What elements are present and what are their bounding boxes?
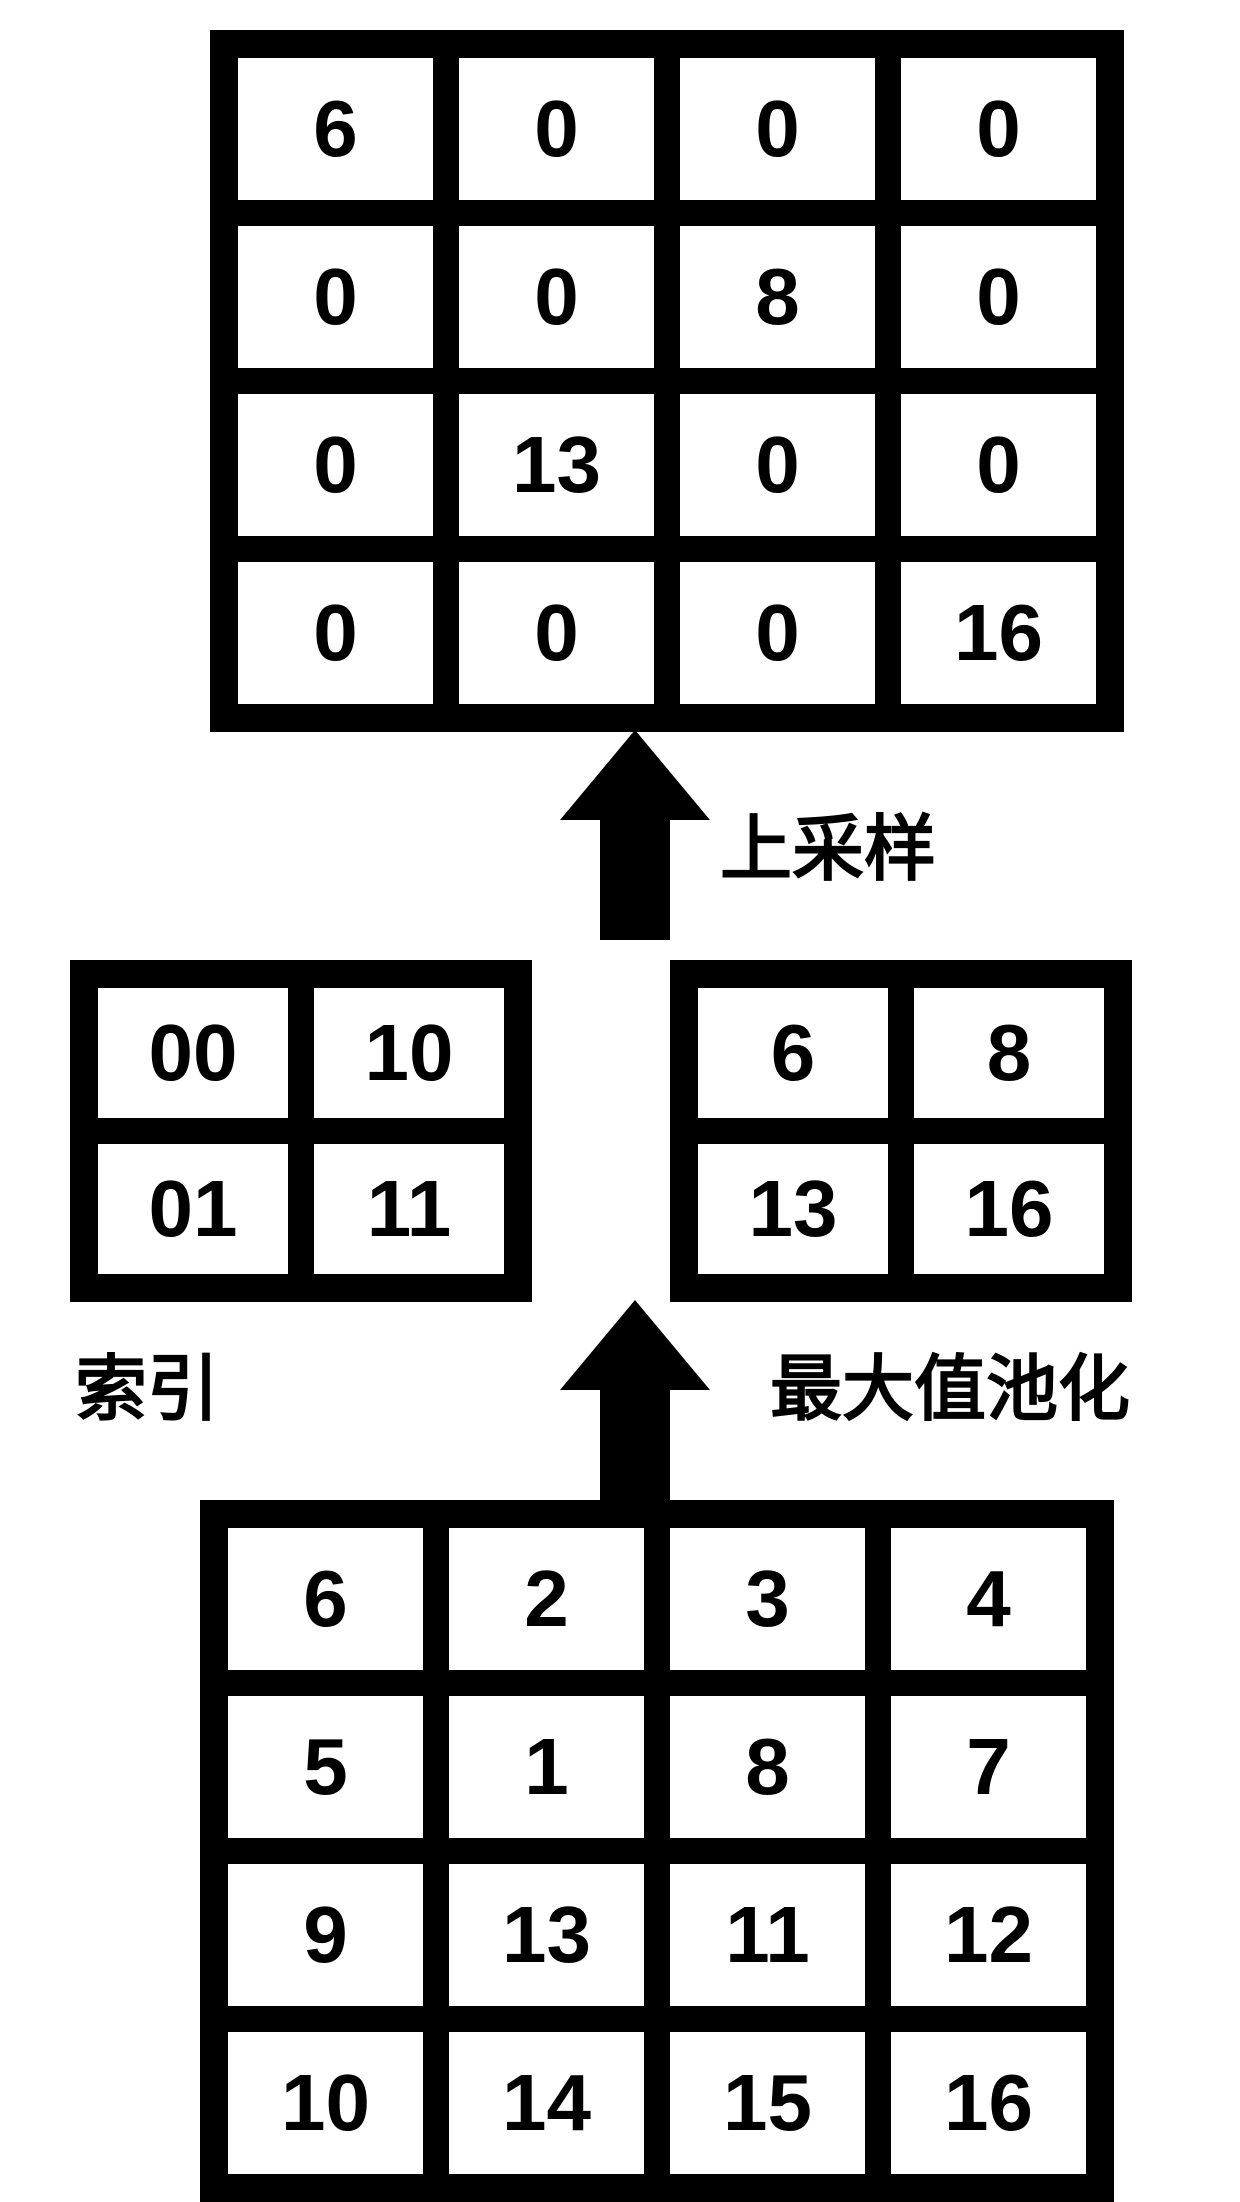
grid-cell: 8 xyxy=(904,978,1114,1128)
arrow-head-icon xyxy=(560,730,710,820)
grid-cell: 12 xyxy=(881,1854,1096,2016)
grid-cell: 11 xyxy=(304,1134,514,1284)
grid-cell: 15 xyxy=(660,2022,875,2184)
upsample-output-grid: 600000800130000016 xyxy=(210,30,1124,732)
grid-cell: 16 xyxy=(904,1134,1114,1284)
arrow-head-icon xyxy=(560,1300,710,1390)
maxpool-output-grid: 681316 xyxy=(670,960,1132,1302)
grid-cell: 01 xyxy=(88,1134,298,1284)
arrow-upsample xyxy=(560,730,710,940)
grid-cell: 8 xyxy=(660,1686,875,1848)
grid-cell: 13 xyxy=(688,1134,898,1284)
grid-cell: 2 xyxy=(439,1518,654,1680)
grid-cell: 6 xyxy=(218,1518,433,1680)
grid-cell: 14 xyxy=(439,2022,654,2184)
upsample-label: 上采样 xyxy=(720,790,936,895)
grid-cell: 00 xyxy=(88,978,298,1128)
grid-cell: 9 xyxy=(218,1854,433,2016)
grid-cell: 0 xyxy=(891,216,1106,378)
grid-cell: 16 xyxy=(881,2022,1096,2184)
grid-cell: 5 xyxy=(218,1686,433,1848)
grid-cell: 0 xyxy=(228,552,443,714)
grid-cell: 0 xyxy=(670,384,885,546)
grid-cell: 0 xyxy=(891,384,1106,546)
grid-cell: 7 xyxy=(881,1686,1096,1848)
grid-cell: 16 xyxy=(891,552,1106,714)
arrow-shaft xyxy=(600,820,670,940)
grid-cell: 1 xyxy=(439,1686,654,1848)
grid-cell: 13 xyxy=(449,384,664,546)
grid-cell: 0 xyxy=(228,216,443,378)
grid-cell: 13 xyxy=(439,1854,654,2016)
grid-cell: 0 xyxy=(228,384,443,546)
grid-cell: 4 xyxy=(881,1518,1096,1680)
grid-cell: 6 xyxy=(228,48,443,210)
grid-cell: 8 xyxy=(670,216,885,378)
grid-cell: 10 xyxy=(218,2022,433,2184)
arrow-shaft xyxy=(600,1390,670,1510)
grid-cell: 0 xyxy=(670,48,885,210)
grid-cell: 0 xyxy=(449,216,664,378)
input-grid: 6234 5187 9131112 10141516 xyxy=(200,1500,1114,2202)
grid-cell: 3 xyxy=(660,1518,875,1680)
index-grid: 00100111 xyxy=(70,960,532,1302)
grid-cell: 6 xyxy=(688,978,898,1128)
index-label: 索引 xyxy=(75,1330,219,1435)
grid-cell: 0 xyxy=(891,48,1106,210)
grid-cell: 10 xyxy=(304,978,514,1128)
grid-cell: 0 xyxy=(449,552,664,714)
arrow-maxpool xyxy=(560,1300,710,1510)
grid-cell: 11 xyxy=(660,1854,875,2016)
grid-cell: 0 xyxy=(670,552,885,714)
grid-cell: 0 xyxy=(449,48,664,210)
maxpool-label: 最大值池化 xyxy=(770,1330,1130,1435)
